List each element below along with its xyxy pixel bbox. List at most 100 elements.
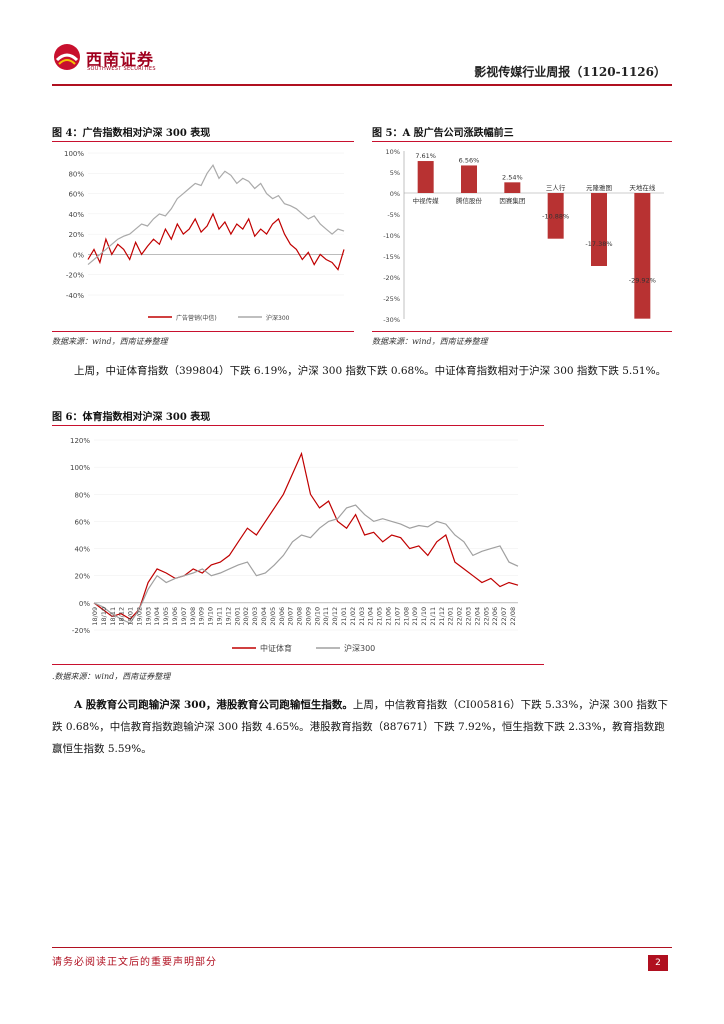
category-label: 元隆雅图 xyxy=(586,183,612,192)
x-tick-label: 19/12 xyxy=(224,607,232,626)
x-tick-label: 20/03 xyxy=(251,607,259,626)
x-tick-label: 21/10 xyxy=(420,607,428,626)
y-tick-label: 60% xyxy=(68,191,84,199)
x-tick-label: 18/10 xyxy=(100,607,108,626)
x-tick-label: 21/03 xyxy=(358,607,366,626)
x-tick-label: 21/04 xyxy=(367,607,375,626)
y-tick-label: 40% xyxy=(74,546,90,554)
x-tick-label: 22/02 xyxy=(456,607,464,626)
fig5-title: 图 5：A 股广告公司涨跌幅前三 xyxy=(372,128,514,139)
y-tick-label: -30% xyxy=(383,316,400,324)
fig5-chart: 10% 5% 0% -5% -10% -15% -20% -25% -30% 中视传媒 7.61% 腾… xyxy=(383,148,664,324)
fig4-chart: 100% 80% 60% 40% 20% 0% -20% -40% 广告营销(中信) 沪深300 xyxy=(64,150,345,322)
paragraph-education-body: 上周，中信教育指数（CI005816）下跌 5.33%，沪深 300 指数下跌 … xyxy=(52,699,669,755)
category-label: 天地在线 xyxy=(629,183,656,192)
data-label: -29.92% xyxy=(629,277,656,285)
y-tick-label: -20% xyxy=(72,627,90,635)
data-label: 6.56% xyxy=(459,156,480,164)
logo-subtext: SOUTHWEST SECURITIES xyxy=(87,66,156,72)
x-tick-label: 18/12 xyxy=(118,607,126,626)
y-tick-label: -40% xyxy=(66,292,84,300)
x-tick-label: 19/11 xyxy=(216,607,224,626)
x-tick-label: 20/10 xyxy=(313,607,321,626)
x-tick-label: 22/06 xyxy=(491,607,499,626)
y-tick-label: -10% xyxy=(383,232,400,240)
x-tick-label: 21/01 xyxy=(340,607,348,626)
category-label: 中视传媒 xyxy=(413,196,440,205)
x-tick-label: 20/12 xyxy=(331,607,339,626)
y-tick-label: 100% xyxy=(64,150,84,158)
y-tick-label: 120% xyxy=(70,437,90,445)
y-tick-label: -20% xyxy=(383,274,400,282)
x-tick-label: 19/08 xyxy=(189,607,197,626)
x-tick-label: 19/05 xyxy=(162,607,170,626)
bar xyxy=(634,193,651,319)
x-tick-label: 19/04 xyxy=(153,607,161,626)
x-tick-label: 21/07 xyxy=(393,607,401,626)
category-label: 腾信股份 xyxy=(456,196,483,205)
data-label: -10.88% xyxy=(542,213,569,221)
category-label: 因赛集团 xyxy=(499,196,525,205)
series-line xyxy=(87,164,345,266)
footer-disclaimer: 请务必阅读正文后的重要声明部分 xyxy=(52,957,217,968)
footer-divider xyxy=(52,947,672,948)
x-tick-label: 20/11 xyxy=(322,607,330,626)
fig4-title-rule xyxy=(52,141,354,142)
category-label: 三人行 xyxy=(546,183,566,192)
x-tick-label: 21/02 xyxy=(349,607,357,626)
x-tick-label: 19/07 xyxy=(180,607,188,626)
bar xyxy=(417,161,434,193)
x-tick-label: 21/08 xyxy=(402,607,410,626)
x-tick-label: 20/04 xyxy=(260,607,268,626)
x-tick-label: 20/05 xyxy=(269,607,277,626)
x-tick-label: 19/02 xyxy=(135,607,143,626)
x-tick-label: 18/11 xyxy=(109,607,117,626)
x-tick-label: 22/07 xyxy=(500,607,508,626)
data-label: 7.61% xyxy=(415,152,436,160)
fig5-title-rule xyxy=(372,141,672,142)
y-tick-label: 20% xyxy=(74,573,90,581)
y-tick-label: 80% xyxy=(68,170,84,178)
y-tick-label: 10% xyxy=(386,148,400,156)
x-tick-label: 19/10 xyxy=(207,607,215,626)
x-tick-label: 19/01 xyxy=(127,607,135,626)
fig6-chart: 120%100%80%60%40%20%0%-20%18/09 18/10 18/1… xyxy=(70,437,519,653)
data-label: -17.38% xyxy=(585,240,612,248)
y-tick-label: 0% xyxy=(390,190,400,198)
page-number: 2 xyxy=(648,955,668,971)
x-tick-label: 19/06 xyxy=(171,607,179,626)
x-tick-label: 22/04 xyxy=(473,607,481,626)
fig6-source-rule xyxy=(52,664,544,665)
x-tick-label: 18/09 xyxy=(91,607,99,626)
x-tick-label: 22/01 xyxy=(447,607,455,626)
fig5-source: 数据来源：wind，西南证券整理 xyxy=(372,337,488,346)
y-tick-label: 60% xyxy=(74,518,90,526)
fig6-source: .数据来源：wind，西南证券整理 xyxy=(52,672,171,681)
x-tick-label: 21/11 xyxy=(429,607,437,626)
report-title: 影视传媒行业周报（1120-1126） xyxy=(474,65,666,79)
logo-text: 西南证券 xyxy=(86,50,155,69)
paragraph-education-index: A 股教育公司跑输沪深 300，港股教育公司跑输恒生指数。上周，中信教育指数（C… xyxy=(52,694,672,760)
fig4-source: 数据来源：wind，西南证券整理 xyxy=(52,337,168,346)
x-tick-label: 21/05 xyxy=(376,607,384,626)
series-line xyxy=(87,212,345,271)
x-tick-label: 21/09 xyxy=(411,607,419,626)
legend-label: 中证体育 xyxy=(260,643,292,653)
fig4-title: 图 4：广告指数相对沪深 300 表现 xyxy=(52,128,211,139)
x-tick-label: 19/09 xyxy=(198,607,206,626)
y-tick-label: 100% xyxy=(70,464,90,472)
y-tick-label: 0% xyxy=(73,251,84,259)
series-line xyxy=(93,451,519,620)
legend-label: 沪深300 xyxy=(344,643,375,653)
logo-icon xyxy=(54,44,80,70)
x-tick-label: 22/03 xyxy=(465,607,473,626)
series-line xyxy=(93,504,519,624)
fig4-source-rule xyxy=(52,331,354,332)
y-tick-label: 80% xyxy=(74,491,90,499)
y-tick-label: -5% xyxy=(387,211,400,219)
bar xyxy=(461,165,477,193)
x-tick-label: 20/01 xyxy=(233,607,241,626)
bar xyxy=(591,193,607,266)
data-label: 2.54% xyxy=(502,173,523,181)
legend-label: 广告营销(中信) xyxy=(176,314,217,322)
